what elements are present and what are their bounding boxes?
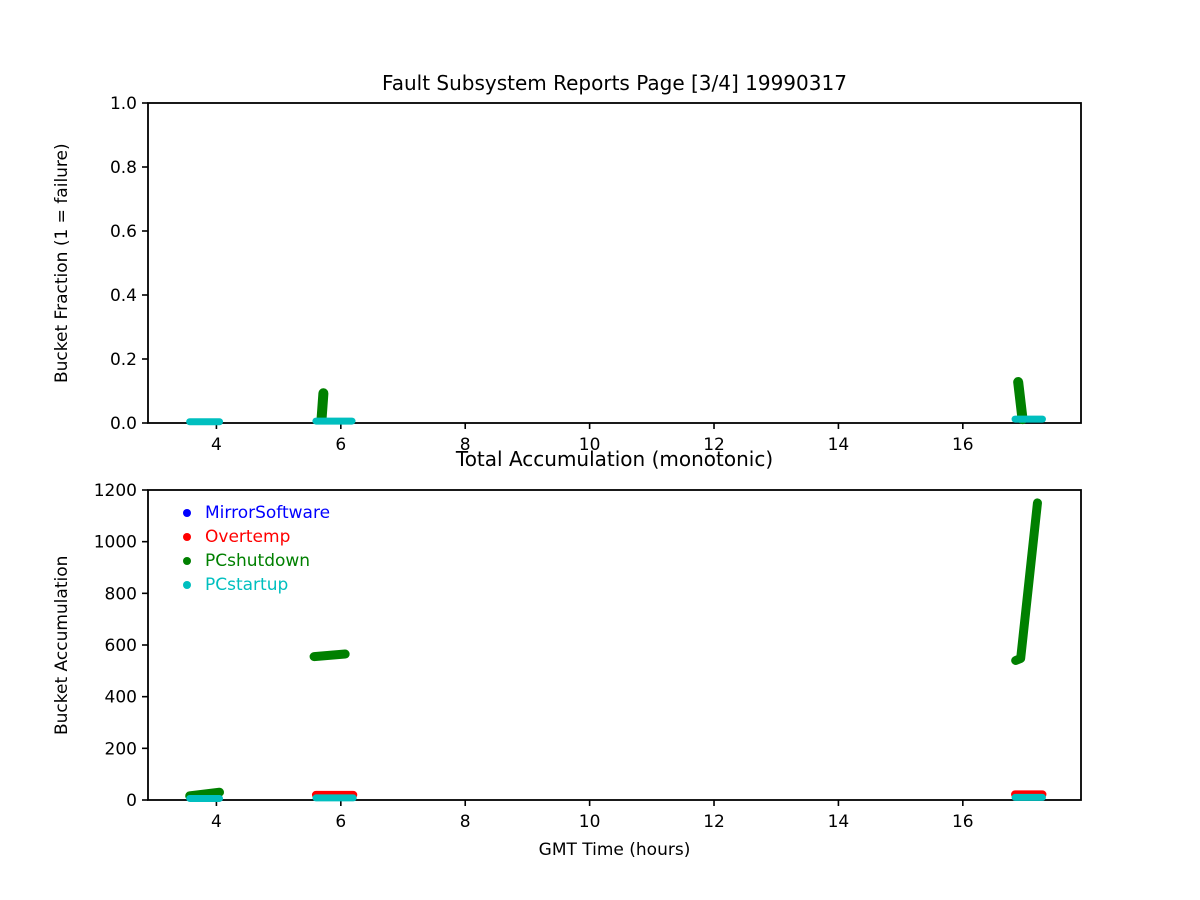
x-tick-label: 10 <box>579 435 601 455</box>
legend-label: MirrorSoftware <box>205 503 331 523</box>
plot-area: 4 6 8 10 12 14 16 0.0 0.2 0.4 0.6 0.8 1.0 <box>110 94 1082 455</box>
y-tick-label: 1.0 <box>110 94 137 114</box>
top-y-axis-label: Bucket Fraction (1 = failure) <box>52 143 72 383</box>
x-tick-label: 14 <box>828 435 850 455</box>
y-tick-label: 0.2 <box>110 350 137 370</box>
series-PCshutdown <box>1011 498 1042 665</box>
x-tick-label: 8 <box>460 812 471 832</box>
y-tick-label: 800 <box>105 584 137 604</box>
bottom-axes: 4 6 8 10 12 14 16 0 200 400 600 800 1000 1200 <box>94 481 1082 832</box>
y-tick-label: 0.8 <box>110 158 137 178</box>
series-PCshutdown <box>1013 377 1028 425</box>
legend-marker-icon <box>183 509 191 517</box>
legend-marker-icon <box>183 557 191 565</box>
bottom-chart-title: Total Accumulation (monotonic) <box>455 447 774 471</box>
legend-label: Overtemp <box>205 527 291 547</box>
bottom-y-axis-label: Bucket Accumulation <box>52 555 72 735</box>
legend-label: PCstartup <box>205 575 289 595</box>
y-tick-label: 0 <box>126 791 137 811</box>
y-tick-label: 1200 <box>94 481 137 501</box>
data-layer <box>185 498 1047 802</box>
x-tick-label: 6 <box>335 812 346 832</box>
x-axis-label: GMT Time (hours) <box>538 840 691 860</box>
x-tick-label: 4 <box>211 435 222 455</box>
x-tick-label: 4 <box>211 812 222 832</box>
y-tick-label: 600 <box>105 636 137 656</box>
top-chart-title: Fault Subsystem Reports Page [3/4] 19990… <box>382 71 847 95</box>
top-axes: 4 6 8 10 12 14 16 0.0 0.2 0.4 0.6 0.8 1.0 <box>110 94 1082 455</box>
series-PCshutdown <box>309 649 350 662</box>
y-tick-label: 0.0 <box>110 414 137 434</box>
y-tick-label: 0.6 <box>110 222 137 242</box>
x-tick-label: 6 <box>335 435 346 455</box>
y-tick-label: 200 <box>105 739 137 759</box>
x-tick-label: 16 <box>952 812 974 832</box>
data-layer <box>186 377 1046 426</box>
x-tick-label: 8 <box>460 435 471 455</box>
legend: MirrorSoftware Overtemp PCshutdown PCstartu… <box>183 501 330 597</box>
legend-item: Overtemp <box>183 525 330 549</box>
x-tick-label: 10 <box>579 812 601 832</box>
legend-item: PCshutdown <box>183 549 330 573</box>
legend-item: MirrorSoftware <box>183 501 330 525</box>
legend-label: PCshutdown <box>205 551 311 571</box>
y-tick-label: 0.4 <box>110 286 137 306</box>
y-tick-label: 400 <box>105 688 137 708</box>
axes-spines <box>147 102 1082 424</box>
x-tick-label: 16 <box>952 435 974 455</box>
y-tick-label: 1000 <box>94 533 137 553</box>
x-tick-label: 14 <box>828 812 850 832</box>
legend-marker-icon <box>183 581 191 589</box>
legend-item: PCstartup <box>183 573 330 597</box>
legend-marker-icon <box>183 533 191 541</box>
series-PCshutdown <box>316 388 329 425</box>
plot-area: 4 6 8 10 12 14 16 0 200 400 600 800 1000 1200 <box>94 481 1082 832</box>
x-tick-label: 12 <box>703 435 725 455</box>
x-tick-label: 12 <box>703 812 725 832</box>
